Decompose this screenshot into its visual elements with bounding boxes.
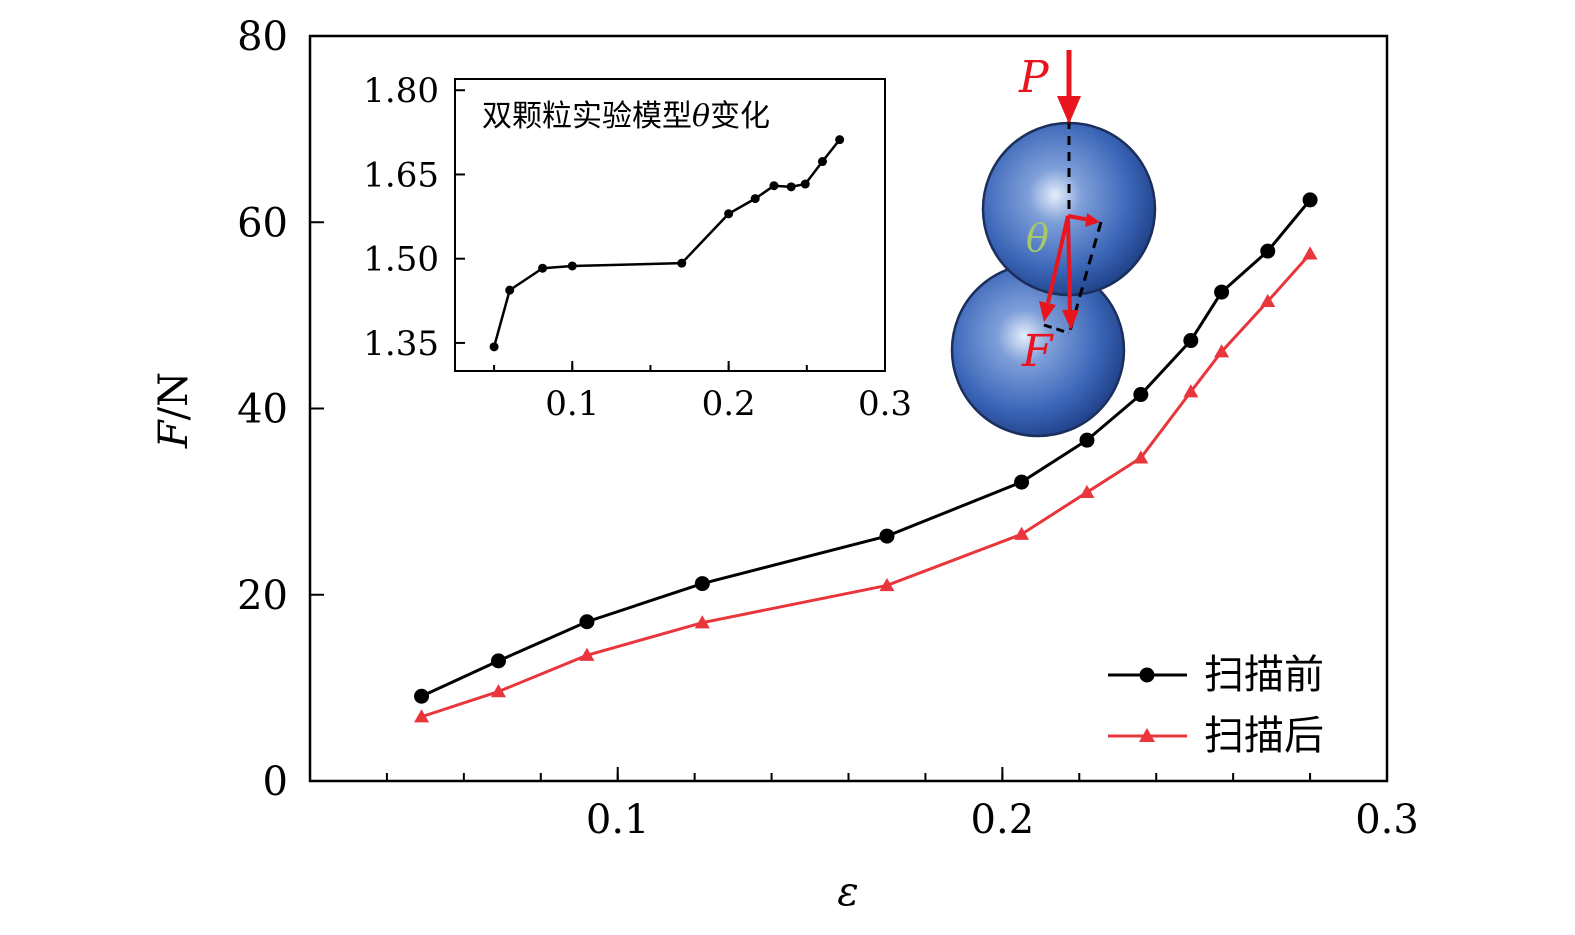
- main-series-1-marker: [1260, 293, 1276, 308]
- inset-chart: 0.1 0.2 0.3 1.35 1.50 1.65 1.80 双颗粒实验模型θ变化: [363, 71, 912, 424]
- main-series-1-marker: [414, 709, 430, 723]
- main-series-1-marker: [694, 615, 710, 629]
- main-series-0-marker: [414, 688, 430, 704]
- legend-label-after: 扫描后: [1204, 713, 1324, 759]
- main-series-1-marker: [490, 684, 506, 698]
- inset-title-text: 双颗粒实验模型: [482, 99, 692, 134]
- y-axis-title-unit: /N: [151, 372, 197, 420]
- main-x-tick-label: 0.2: [971, 797, 1035, 843]
- main-x-tick-label: 0.1: [586, 797, 650, 843]
- y-axis-title: F/N: [151, 372, 197, 449]
- inset-plot-frame: [454, 78, 886, 372]
- main-series-1-marker: [579, 647, 595, 661]
- main-series-line-1: [421, 252, 1312, 719]
- inset-series-0-marker: [489, 342, 499, 352]
- inset-x-tick-label: 0.1: [545, 384, 599, 424]
- main-y-tick-label: 0: [263, 759, 288, 805]
- inset-y-tick-label: 1.80: [363, 71, 439, 111]
- main-series-1-marker: [1183, 384, 1199, 398]
- main-y-tick-label: 40: [237, 387, 288, 433]
- main-series-1-marker: [1214, 344, 1230, 358]
- main-chart: 0.1 0.2 0.3 0 20 40 60 80 ε F/N: [151, 14, 1419, 915]
- inset-series-0-marker: [724, 209, 734, 219]
- main-series-line-0: [420, 198, 1312, 698]
- particle-diagram: P F θ: [950, 50, 1157, 438]
- x-axis-title: ε: [837, 869, 858, 915]
- legend: 扫描前 扫描后: [1108, 652, 1324, 759]
- inset-title: 双颗粒实验模型θ变化: [482, 99, 770, 134]
- y-axis-title-var: F: [151, 419, 197, 449]
- main-series-0-marker: [1260, 243, 1276, 259]
- main-series: [420, 198, 1312, 719]
- inset-series-0-marker: [835, 135, 845, 145]
- load-arrow-head: [1057, 96, 1081, 124]
- main-y-tick-label: 60: [237, 200, 288, 246]
- main-series-0-marker: [694, 576, 710, 592]
- inset-y-tick-label: 1.65: [363, 155, 439, 195]
- main-series-1-marker: [1014, 526, 1030, 540]
- inset-series-0-marker: [505, 285, 515, 295]
- inset-title-symbol: θ: [692, 99, 710, 134]
- main-series-1-marker: [879, 577, 895, 592]
- main-major-ticks: 0.1 0.2 0.3 0 20 40 60 80: [237, 14, 1419, 843]
- main-x-tick-label: 0.3: [1355, 797, 1419, 843]
- inset-series-0-marker: [769, 181, 779, 191]
- inset-title-suffix: 变化: [710, 99, 770, 134]
- inset-major-ticks: 0.1 0.2 0.3 1.35 1.50 1.65 1.80: [363, 71, 912, 424]
- main-series-0-marker: [1079, 432, 1095, 448]
- inset-y-tick-label: 1.35: [363, 324, 439, 364]
- force-vertical-arrow-head: [1062, 310, 1079, 330]
- main-series-0-marker: [490, 653, 506, 669]
- inset-series-0-marker: [538, 263, 548, 273]
- force-tangent-arrow-head: [1085, 213, 1100, 227]
- angle-label: θ: [1026, 216, 1049, 260]
- force-vertical-arrow: [1066, 215, 1072, 313]
- main-series-0-marker: [1014, 474, 1030, 490]
- main-series-0-marker: [879, 528, 895, 544]
- main-series-0-marker: [1302, 192, 1318, 208]
- component-dashed-line-2: [1043, 323, 1070, 335]
- inset-series-0-marker: [800, 179, 810, 189]
- inset-y-tick-label: 1.50: [363, 240, 439, 280]
- legend-label-before: 扫描前: [1204, 652, 1324, 698]
- main-markers: [414, 192, 1318, 723]
- main-series-0-marker: [1133, 387, 1149, 403]
- force-normal-arrow: [1046, 215, 1070, 304]
- legend-marker-before: [1139, 667, 1155, 683]
- main-series-0-marker: [1183, 333, 1199, 349]
- inset-series-line-0: [492, 138, 841, 348]
- main-series-0-marker: [1214, 284, 1230, 300]
- main-y-tick-label: 80: [237, 14, 288, 60]
- main-y-tick-label: 20: [237, 573, 288, 619]
- force-label: F: [1021, 326, 1054, 377]
- force-normal-arrow-head: [1039, 301, 1056, 322]
- main-series-1-marker: [1302, 246, 1318, 260]
- inset-series-0-marker: [677, 258, 687, 268]
- inset-series-0-marker: [817, 157, 827, 167]
- load-label: P: [1018, 52, 1050, 103]
- inset-x-tick-label: 0.2: [702, 384, 756, 424]
- main-series-0-marker: [579, 614, 595, 630]
- inset-x-tick-label: 0.3: [858, 384, 912, 424]
- legend-marker-after: [1139, 728, 1155, 742]
- main-series-1-marker: [1133, 450, 1149, 464]
- inset-markers: [489, 135, 845, 352]
- inset-series: [492, 138, 841, 348]
- inset-series-0-marker: [750, 194, 760, 204]
- inset-series-0-marker: [786, 182, 796, 192]
- main-series-1-marker: [1079, 484, 1095, 498]
- inset-series-0-marker: [567, 261, 577, 271]
